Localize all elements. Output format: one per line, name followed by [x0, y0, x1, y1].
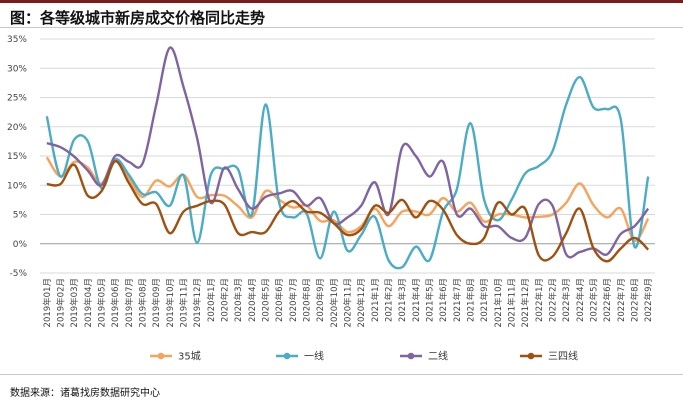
y-tick-label: 5%: [13, 211, 28, 221]
x-tick-label: 2019年06月: [110, 278, 121, 327]
series-layer: [45, 46, 650, 270]
x-tick-label: 2021年9月: [479, 278, 490, 322]
x-tick-label: 2021年1月: [370, 278, 381, 322]
x-tick-label: 2019年09月: [151, 278, 162, 327]
x-tick-label: 2022年1月: [534, 278, 545, 322]
axis-layer: -5% 0% 5% 10% 15% 20% 25% 30% 35% 2019年01月 2019年02…: [7, 35, 654, 327]
x-tick-label: 2020年10月: [329, 278, 340, 327]
x-tick-label: 2020年11月: [343, 278, 354, 327]
series-line-3: [46, 160, 650, 263]
legend-label: 三四线: [548, 350, 578, 363]
x-tick-label: 2019年02月: [56, 278, 67, 327]
x-tick-label: 2019年04月: [83, 278, 94, 327]
x-tick-label: 2021年7月: [452, 278, 463, 322]
x-tick-label: 2022年7月: [616, 278, 627, 322]
x-tick-label: 2020年5月: [261, 278, 272, 322]
x-tick-label: 2019年01月: [42, 278, 53, 327]
legend-marker: [407, 352, 415, 360]
x-tick-label: 2020年3月: [233, 278, 244, 322]
x-tick-label: 2019年11月: [179, 278, 190, 327]
source-divider: [0, 374, 683, 375]
x-tick-label: 2019年07月: [124, 278, 135, 327]
line-chart: -5% 0% 5% 10% 15% 20% 25% 30% 35% 2019年01月 2019年02…: [7, 35, 655, 363]
y-tick-label: 30%: [7, 64, 27, 74]
legend-marker: [157, 352, 165, 360]
y-tick-label: 0%: [13, 240, 28, 250]
x-tick-label: 2021年12月: [520, 278, 531, 327]
x-tick-label: 2020年6月: [274, 278, 285, 322]
x-tick-label: 2022年8月: [630, 278, 641, 322]
legend-marker: [283, 352, 291, 360]
x-tick-label: 2020年7月: [288, 278, 299, 322]
x-tick-label: 2020年9月: [315, 278, 326, 322]
x-tick-label: 2019年10月: [165, 278, 176, 327]
x-tick-label: 2020年12月: [356, 278, 367, 327]
x-tick-label: 2021年11月: [507, 278, 518, 327]
x-tick-label: 2021年3月: [397, 278, 408, 322]
x-tick-label: 2021年8月: [466, 278, 477, 322]
x-tick-label: 2022年9月: [643, 278, 654, 322]
y-tick-label: -5%: [9, 269, 27, 279]
x-tick-label: 2020年8月: [302, 278, 313, 322]
x-tick-label: 2019年08月: [138, 278, 149, 327]
x-tick-label: 2022年4月: [575, 278, 586, 322]
y-tick-label: 35%: [7, 35, 27, 45]
x-tick-label: 2019年03月: [69, 278, 80, 327]
series-line-2: [46, 46, 650, 259]
x-tick-label: 2022年5月: [589, 278, 600, 322]
title-bar: 图：各等级城市新房成交价格同比走势: [0, 0, 683, 28]
series-line-1: [45, 75, 650, 270]
x-tick-label: 2022年3月: [561, 278, 572, 322]
x-tick-label: 2020年2月: [220, 278, 231, 322]
legend: 35城 一线 二线 三四线: [150, 350, 578, 363]
legend-label: 一线: [304, 350, 324, 363]
x-tick-label: 2020年4月: [247, 278, 258, 322]
chart-title: 图：各等级城市新房成交价格同比走势: [10, 9, 266, 27]
legend-label: 二线: [428, 350, 448, 363]
x-tick-label: 2022年2月: [548, 278, 559, 322]
y-tick-label: 10%: [7, 181, 27, 191]
y-tick-label: 15%: [7, 152, 27, 162]
y-tick-label: 20%: [7, 123, 27, 133]
x-tick-label: 2020年1月: [206, 278, 217, 322]
x-tick-label: 2021年4月: [411, 278, 422, 322]
x-tick-label: 2021年6月: [438, 278, 449, 322]
x-tick-label: 2021年10月: [493, 278, 504, 327]
x-tick-label: 2021年5月: [425, 278, 436, 322]
source-note: 数据来源：诸葛找房数据研究中心: [10, 388, 160, 399]
x-tick-label: 2019年05月: [97, 278, 108, 327]
x-tick-label: 2022年6月: [602, 278, 613, 322]
legend-label: 35城: [178, 351, 201, 363]
x-tick-label: 2021年2月: [384, 278, 395, 322]
x-tick-label: 2019年12月: [192, 278, 203, 327]
y-tick-label: 25%: [7, 94, 27, 104]
legend-marker: [527, 352, 535, 360]
